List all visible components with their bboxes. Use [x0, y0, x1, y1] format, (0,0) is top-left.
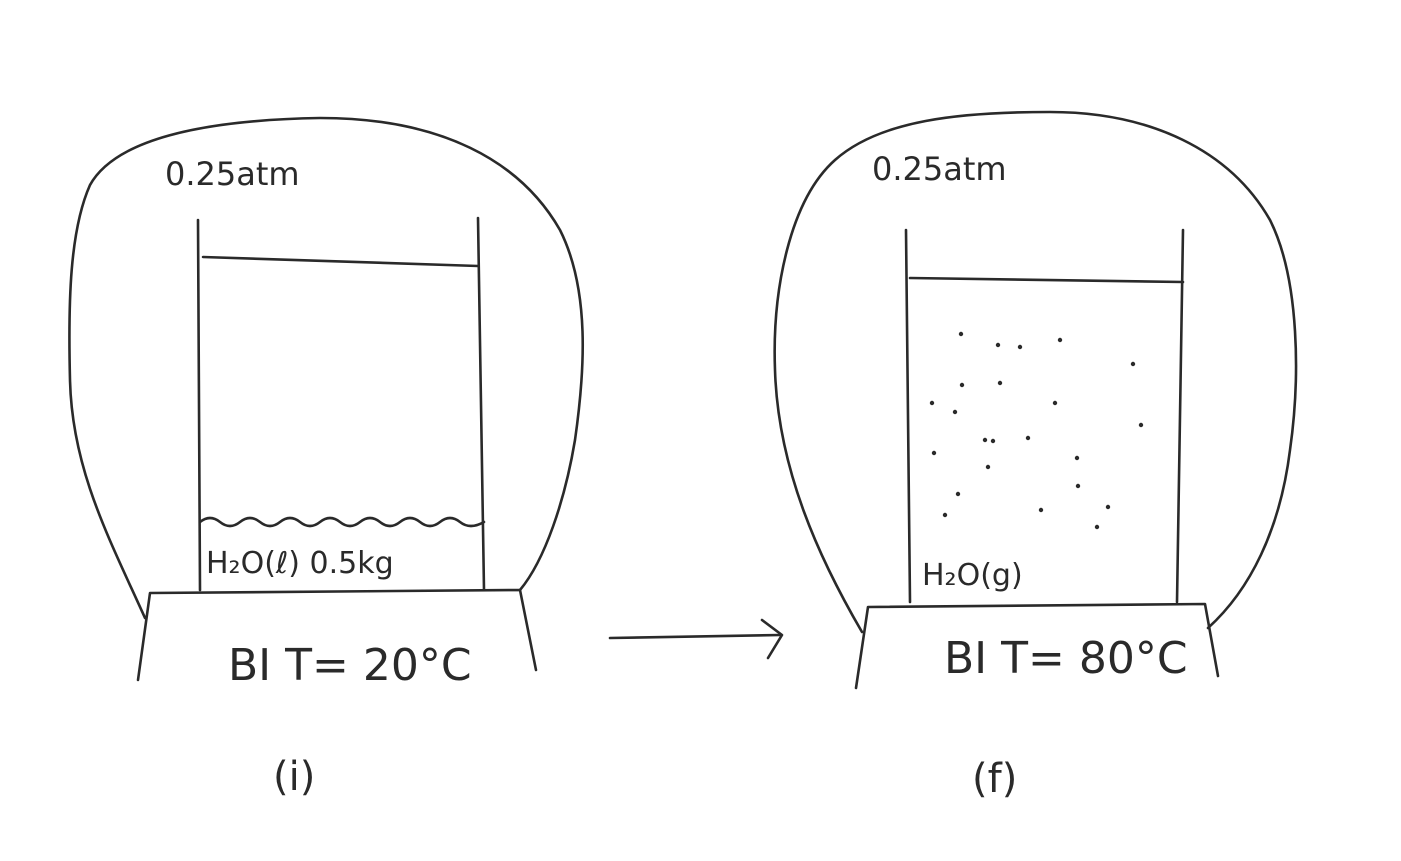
final-piston: [908, 276, 1185, 284]
final-cylinder-right-wall: [1175, 228, 1185, 604]
initial-state: 0.25atm H₂O(ℓ) 0.5kg BI T= 20°C (i): [68, 116, 584, 800]
final-cylinder-left-wall: [904, 228, 912, 604]
gas-molecule: [931, 450, 937, 456]
gas-molecule: [942, 512, 948, 518]
gas-molecule: [929, 400, 935, 406]
gas-molecule: [1094, 524, 1100, 530]
gas-molecule: [959, 382, 965, 388]
gas-molecule: [1105, 504, 1111, 510]
gas-molecule: [958, 331, 964, 337]
gas-molecule: [1075, 483, 1081, 489]
gas-molecule: [997, 380, 1003, 386]
gas-molecule: [955, 491, 961, 497]
gas-molecule: [1130, 361, 1136, 367]
arrow-head: [760, 618, 784, 660]
gas-molecules: [929, 331, 1144, 530]
initial-liquid-surface: [198, 516, 486, 528]
final-bath: [854, 602, 1220, 690]
gas-molecule: [1138, 422, 1144, 428]
gas-molecule: [1074, 455, 1080, 461]
process-arrow: [608, 618, 784, 660]
initial-contents-label: H₂O(ℓ) 0.5kg: [206, 546, 394, 581]
gas-molecule: [990, 438, 996, 444]
gas-molecule: [1025, 435, 1031, 441]
final-state: 0.25atm H₂O(g) BI T= 80°C (f): [773, 110, 1298, 802]
initial-bath-label: BI T= 20°C: [228, 640, 472, 691]
initial-cylinder-right-wall: [476, 216, 486, 592]
gas-molecule: [952, 409, 958, 415]
final-bath-label: BI T= 80°C: [944, 633, 1188, 684]
gas-molecule: [982, 437, 988, 443]
gas-molecule: [1052, 400, 1058, 406]
initial-pressure-label: 0.25atm: [165, 155, 300, 193]
initial-enclosure: [68, 116, 584, 620]
final-contents-label: H₂O(g): [922, 558, 1023, 593]
final-pressure-label: 0.25atm: [872, 150, 1007, 188]
arrow-shaft: [608, 633, 782, 640]
initial-bath: [136, 588, 538, 682]
gas-molecule: [1017, 344, 1023, 350]
gas-molecule: [985, 464, 991, 470]
gas-molecule: [995, 342, 1001, 348]
initial-state-label: (i): [273, 754, 315, 800]
gas-molecule: [1057, 337, 1063, 343]
initial-piston: [201, 255, 480, 268]
initial-cylinder-left-wall: [196, 218, 202, 592]
final-state-label: (f): [972, 756, 1017, 802]
final-enclosure: [773, 110, 1298, 634]
gas-molecule: [1038, 507, 1044, 513]
